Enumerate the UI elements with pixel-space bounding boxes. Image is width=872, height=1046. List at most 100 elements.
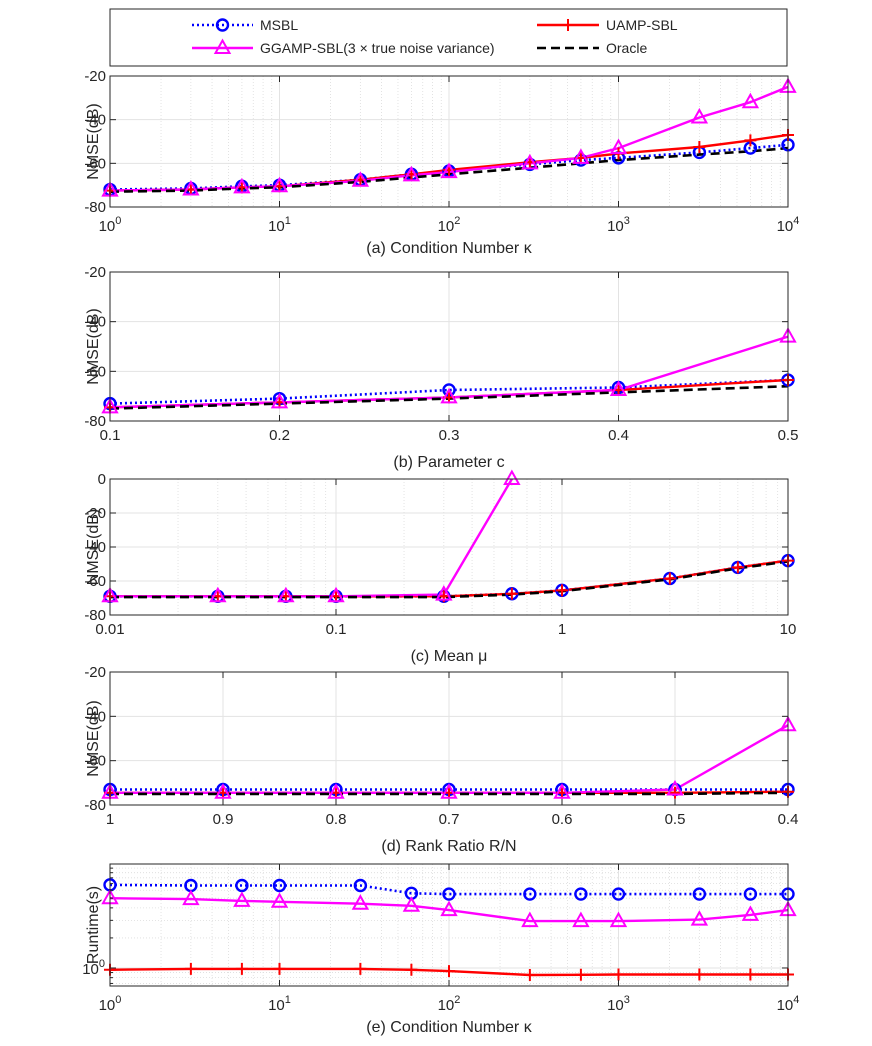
data-point-msbl <box>523 887 537 901</box>
data-point-ggamp-sbl <box>327 783 345 799</box>
y-tick-label: -80 <box>84 199 106 216</box>
y-tick-label: -20 <box>84 664 106 681</box>
data-point-ggamp-sbl <box>233 177 251 194</box>
x-tick-label: 0.7 <box>439 811 460 828</box>
data-point-uamp-sbl <box>693 140 706 153</box>
data-point-uamp-sbl <box>744 968 757 981</box>
data-point-msbl <box>743 887 758 901</box>
data-point-ggamp-sbl <box>690 910 709 926</box>
ticks: 100 101 102 103 104 100 <box>82 864 799 1014</box>
y-axis-label: Runtime(s) <box>85 886 102 964</box>
data-point-uamp-sbl <box>556 584 568 597</box>
chart-panel-d: 1 0.9 0.8 0.7 0.6 0.5 0.4 -80 -60 -40 -20 (d) Rank … <box>84 664 798 855</box>
data-point-msbl <box>235 878 249 893</box>
series-line-msbl <box>110 378 788 405</box>
y-tick-label: -80 <box>84 413 106 430</box>
data-point-ggamp-sbl <box>741 92 760 109</box>
chart-panel-c: 0.01 0.1 1 10 -80 -60 -40 -20 0 (c) Mean μ NMSE(dB… <box>84 469 796 665</box>
legend-label: UAMP-SBL <box>606 17 678 33</box>
data-point-ggamp-sbl <box>270 892 289 908</box>
y-tick-label: -60 <box>84 155 106 172</box>
x-axis-label: (b) Parameter c <box>393 454 504 471</box>
x-tick-label: 102 <box>438 215 461 235</box>
y-tick-label: -60 <box>84 363 106 380</box>
data-point-ggamp-sbl <box>521 911 539 928</box>
x-tick-label: 0.01 <box>95 621 124 638</box>
y-tick-label: -80 <box>84 797 106 814</box>
data-point-uamp-sbl <box>574 968 587 981</box>
data-point-msbl <box>692 887 707 901</box>
chart-panel-e: 100 101 102 103 104 100 (e) Condition Number κ… <box>82 863 799 1036</box>
legend-box <box>109 8 788 67</box>
y-axis-label: NMSE(dB) <box>85 700 102 776</box>
x-tick-label: 101 <box>268 994 291 1014</box>
x-tick-label: 0.1 <box>326 621 347 638</box>
ticks: 1 0.9 0.8 0.7 0.6 0.5 0.4 -80 -60 -40 -20 <box>84 664 798 828</box>
x-axis-label: (d) Rank Ratio R/N <box>381 838 516 855</box>
data-point-ggamp-sbl <box>609 380 628 396</box>
series-line-msbl <box>110 883 788 896</box>
data-point-ggamp-sbl <box>440 900 458 917</box>
x-tick-label: 0.9 <box>213 811 234 828</box>
data-point-ggamp-sbl <box>209 586 227 603</box>
x-tick-label: 100 <box>99 994 122 1014</box>
data-point-ggamp-sbl <box>351 894 370 910</box>
data-point-ggamp-sbl <box>277 586 295 603</box>
x-tick-label: 100 <box>99 215 122 235</box>
legend-label: Oracle <box>606 40 647 56</box>
data-point-ggamp-sbl <box>270 392 289 409</box>
x-tick-label: 0.6 <box>552 811 573 828</box>
chart-panel-b: 0.1 0.2 0.3 0.4 0.5 -80 -60 -40 -20 (b) Parameter… <box>84 264 798 471</box>
data-point-uamp-sbl <box>693 968 706 981</box>
data-point-ggamp-sbl <box>741 905 760 921</box>
data-point-ggamp-sbl <box>182 179 200 196</box>
y-tick-label: -20 <box>84 68 106 85</box>
x-tick-label: 102 <box>438 994 461 1014</box>
series-group <box>110 479 788 599</box>
data-point-uamp-sbl <box>505 587 518 600</box>
series-line-oracle <box>110 560 788 599</box>
data-point-ggamp-sbl <box>503 469 521 485</box>
y-tick-label: -40 <box>84 539 106 556</box>
data-point-uamp-sbl <box>731 561 744 574</box>
data-point-ggamp-sbl <box>666 779 684 796</box>
x-tick-label: 0.5 <box>665 811 686 828</box>
data-point-msbl <box>574 887 588 901</box>
x-tick-label: 104 <box>777 215 800 235</box>
x-tick-label: 10 <box>780 621 797 638</box>
data-point-ggamp-sbl <box>182 889 200 906</box>
y-tick-label: -40 <box>84 314 106 331</box>
data-point-uamp-sbl <box>354 962 367 975</box>
legend-label: MSBL <box>260 17 298 33</box>
x-tick-label: 1 <box>106 811 114 828</box>
y-axis-label: NMSE(dB) <box>85 308 102 384</box>
data-point-ggamp-sbl <box>440 387 458 404</box>
data-point-uamp-sbl <box>405 963 418 976</box>
data-point-ggamp-sbl <box>402 165 421 182</box>
data-point-uamp-sbl <box>273 962 286 975</box>
data-point-ggamp-sbl <box>327 586 345 603</box>
data-point-msbl <box>272 878 287 893</box>
data-point-uamp-sbl <box>612 968 625 981</box>
data-point-ggamp-sbl <box>572 911 590 928</box>
data-point-uamp-sbl <box>184 962 197 975</box>
data-point-ggamp-sbl <box>270 176 289 193</box>
data-point-ggamp-sbl <box>440 162 458 179</box>
y-tick-label: -40 <box>84 708 106 725</box>
data-point-msbl <box>442 887 456 901</box>
y-tick-label: -80 <box>84 607 106 624</box>
x-tick-label: 0.5 <box>778 427 799 444</box>
x-tick-label: 0.4 <box>778 811 799 828</box>
ticks: 0.01 0.1 1 10 -80 -60 -40 -20 0 <box>84 471 796 638</box>
x-tick-label: 103 <box>607 215 630 235</box>
data-point-uamp-sbl <box>663 572 676 585</box>
data-point-ggamp-sbl <box>440 783 458 799</box>
y-tick-label: -20 <box>84 264 106 281</box>
data-point-ggamp-sbl <box>435 585 453 601</box>
data-point-ggamp-sbl <box>553 783 571 799</box>
x-axis-label: (a) Condition Number κ <box>366 240 532 257</box>
x-tick-label: 0.2 <box>269 427 290 444</box>
x-tick-label: 103 <box>607 994 630 1014</box>
legend-marker <box>213 38 232 54</box>
data-point-ggamp-sbl <box>233 891 251 907</box>
